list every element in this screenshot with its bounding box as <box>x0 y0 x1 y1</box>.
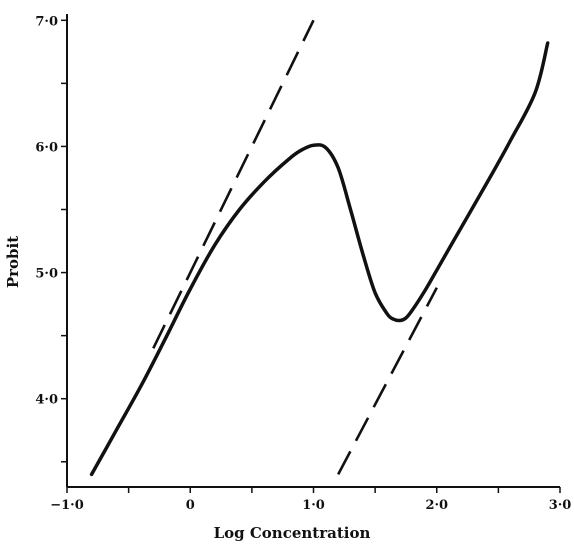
x-tick-label: 0 <box>186 498 195 513</box>
x-tick-label: 1·0 <box>302 498 325 513</box>
x-tick-label: 3·0 <box>549 498 572 513</box>
y-tick-label: 7·0 <box>35 14 58 29</box>
y-tick-label: 5·0 <box>35 267 58 282</box>
y-tick-label: 6·0 <box>35 140 58 155</box>
x-tick-label: 2·0 <box>425 498 448 513</box>
x-axis-title: Log Concentration <box>214 524 371 542</box>
x-tick-label: −1·0 <box>50 498 84 513</box>
dashed-asymptote-line-2 <box>337 287 438 476</box>
dashed-asymptote-line-1 <box>152 19 315 349</box>
probit-response-curve <box>89 41 550 477</box>
y-axis-title: Probit <box>4 236 22 288</box>
y-tick-label: 4·0 <box>35 393 58 408</box>
